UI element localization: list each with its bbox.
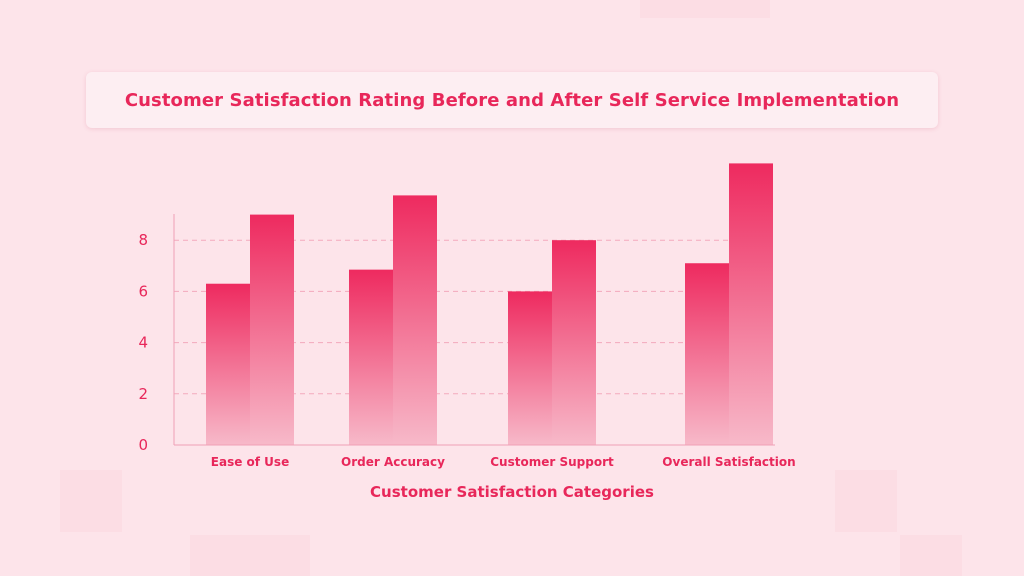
background-tile [900,535,962,576]
y-tick-label: 6 [138,282,148,300]
bar [206,283,250,445]
x-tick-label: Customer Support [490,455,614,469]
x-tick-label: Overall Satisfaction [662,455,795,469]
bar [508,291,552,445]
y-tick-label: 4 [138,334,148,352]
bars [206,163,773,445]
bar [729,163,773,445]
bar [685,263,729,445]
x-tick-label: Ease of Use [211,455,289,469]
y-tick-label: 2 [138,385,148,403]
background-tile [60,470,122,532]
labels: 0 2 4 6 8 Ease of Use Order Accuracy Customer S… [138,231,795,501]
y-tick-label: 0 [138,436,148,454]
y-tick-label: 8 [138,231,148,249]
x-axis-title: Customer Satisfaction Categories [370,483,654,501]
background-tile [835,470,897,532]
chart-title-card: Customer Satisfaction Rating Before and … [86,72,938,128]
axes [173,214,775,446]
background-tile [190,535,310,576]
bar [552,240,596,445]
background-tile [640,0,770,18]
x-tick-label: Order Accuracy [341,455,445,469]
bar [250,214,294,445]
bar [349,269,393,445]
bar [393,195,437,445]
chart-title: Customer Satisfaction Rating Before and … [124,89,900,111]
